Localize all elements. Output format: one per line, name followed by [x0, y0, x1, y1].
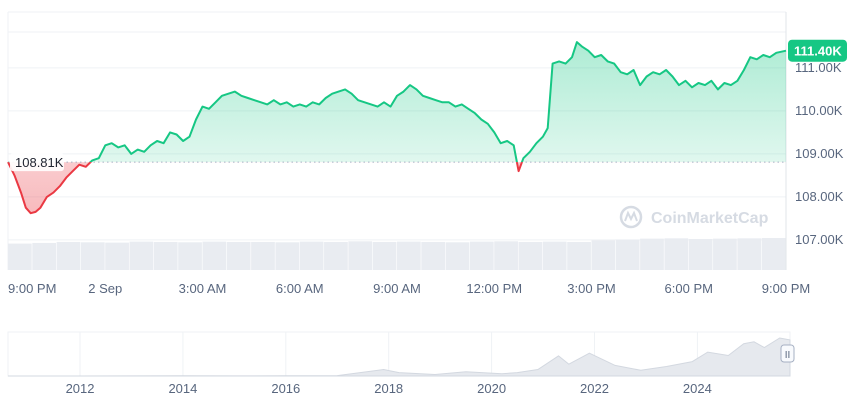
- volume-bar: [129, 241, 154, 270]
- navigator-year-label: 2022: [580, 381, 609, 396]
- y-tick-label: 110.00K: [795, 103, 843, 118]
- volume-bar: [518, 241, 543, 270]
- x-tick-label: 3:00 AM: [179, 281, 227, 296]
- volume-bar: [469, 241, 494, 270]
- volume-bar: [226, 241, 251, 270]
- navigator-year-label: 2024: [683, 381, 712, 396]
- current-price-label: 111.40K: [794, 44, 842, 59]
- y-axis: 107.00K 108.00K 109.00K 110.00K 111.00K: [795, 60, 844, 247]
- volume-bar: [56, 241, 81, 270]
- x-tick-label: 3:00 PM: [567, 281, 615, 296]
- x-tick-label: 6:00 PM: [665, 281, 713, 296]
- coinmarketcap-logo-icon: [619, 205, 643, 229]
- volume-bar: [275, 242, 300, 270]
- coinmarketcap-logo-mark: [624, 210, 638, 222]
- volume-bar: [80, 242, 105, 270]
- navigator-range-handle[interactable]: II: [780, 344, 795, 363]
- volume-bar: [640, 238, 664, 270]
- x-tick-label: 9:00 PM: [8, 281, 56, 296]
- volume-bar: [542, 241, 567, 270]
- volume-bar: [397, 241, 421, 270]
- volume-bar: [202, 241, 227, 270]
- volume-bar: [737, 238, 762, 270]
- y-tick-label: 109.00K: [795, 146, 844, 161]
- volume-bar: [348, 241, 373, 270]
- volume-bars: [8, 237, 786, 270]
- navigator-year-label: 2014: [168, 381, 197, 396]
- x-tick-label: 6:00 AM: [276, 281, 324, 296]
- volume-bar: [445, 242, 470, 270]
- price-chart[interactable]: CoinMarketCap 107.00K 108.00K 109.00K 110.0…: [0, 0, 860, 300]
- history-navigator[interactable]: 2012 2014 2016 2018 2020 2022 2024 II: [0, 300, 860, 401]
- baseline-price-label: 108.81K: [15, 155, 64, 170]
- x-tick-label: 9:00 PM: [762, 281, 810, 296]
- y-tick-label: 107.00K: [795, 232, 844, 247]
- volume-bar: [153, 241, 178, 270]
- volume-bar: [688, 238, 713, 270]
- baseline-price-tag: 108.81K: [10, 153, 64, 172]
- volume-bar: [105, 242, 129, 270]
- volume-bar: [567, 241, 591, 270]
- volume-bar: [421, 241, 446, 270]
- x-axis: 9:00 PM 2 Sep 3:00 AM 6:00 AM 9:00 AM 12:00 P…: [8, 281, 810, 296]
- navigator-year-label: 2020: [477, 381, 506, 396]
- volume-bar: [299, 241, 324, 270]
- coinmarketcap-watermark: CoinMarketCap: [619, 205, 769, 229]
- price-line-up: [8, 41, 787, 163]
- price-line: [7, 41, 787, 215]
- navigator-year-label: 2018: [374, 381, 403, 396]
- volume-bar: [372, 241, 397, 270]
- volume-bar: [324, 241, 348, 270]
- volume-bar: [591, 240, 616, 270]
- volume-bar: [615, 239, 640, 270]
- navigator-x-axis: 2012 2014 2016 2018 2020 2022 2024: [66, 381, 712, 396]
- current-price-tag: 111.40K: [788, 39, 847, 62]
- x-tick-label: 2 Sep: [88, 281, 122, 296]
- volume-bar: [761, 237, 786, 270]
- price-area: [8, 42, 786, 214]
- volume-bar: [664, 238, 689, 270]
- navigator-history-area: [8, 337, 791, 377]
- volume-bar: [32, 242, 57, 270]
- navigator-area: [8, 337, 791, 377]
- volume-bar: [713, 238, 737, 270]
- watermark-text: CoinMarketCap: [651, 210, 769, 227]
- y-tick-label: 111.00K: [795, 60, 842, 75]
- price-area-up: [90, 42, 786, 163]
- y-tick-label: 108.00K: [795, 189, 844, 204]
- handle-grip-icon: II: [785, 350, 791, 361]
- x-tick-label: 12:00 PM: [466, 281, 522, 296]
- volume-bar: [251, 241, 275, 270]
- volume-bar: [494, 241, 518, 270]
- navigator-year-label: 2016: [271, 381, 300, 396]
- navigator-year-label: 2012: [66, 381, 95, 396]
- volume-bar: [178, 242, 202, 270]
- volume-bar: [8, 243, 32, 270]
- x-tick-label: 9:00 AM: [373, 281, 421, 296]
